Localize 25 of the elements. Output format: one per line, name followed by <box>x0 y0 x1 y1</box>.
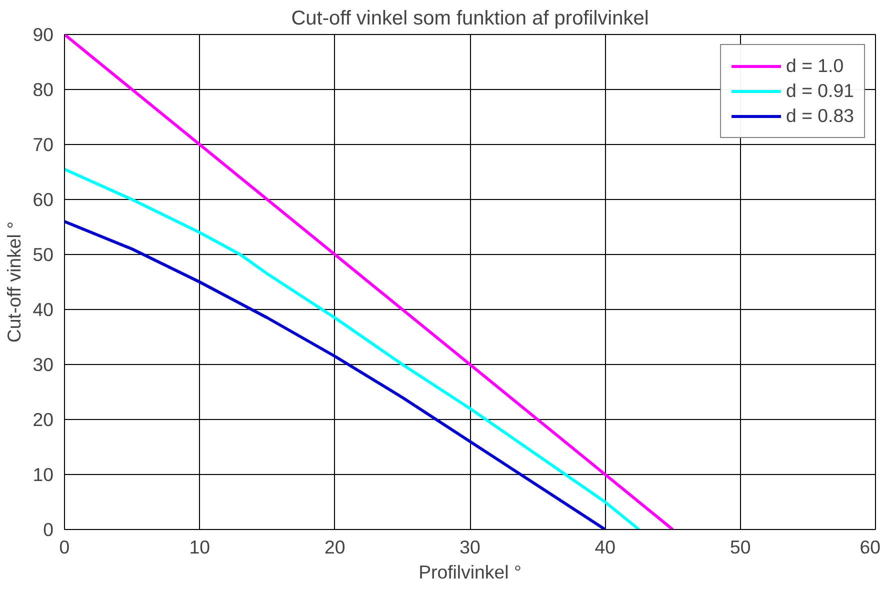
legend-label: d = 0.91 <box>786 80 854 102</box>
x-tick-label: 10 <box>189 536 210 558</box>
x-tick-label: 20 <box>324 536 346 558</box>
legend-label: d = 0.83 <box>786 105 854 127</box>
y-tick-label: 0 <box>43 519 54 540</box>
x-tick-label: 0 <box>59 536 70 558</box>
line-series <box>64 168 640 530</box>
line-series <box>64 220 607 530</box>
x-axis-title: Profilvinkel ° <box>418 562 522 582</box>
y-tick-label: 60 <box>32 189 54 210</box>
y-tick-label: 40 <box>32 299 54 320</box>
y-tick-label: 90 <box>32 24 54 45</box>
y-tick-label: 80 <box>32 79 54 100</box>
x-tick-label: 50 <box>730 536 751 558</box>
y-tick-label: 70 <box>32 134 54 155</box>
x-tick-label: 40 <box>594 536 616 558</box>
y-tick-label: 20 <box>32 409 54 430</box>
y-tick-label: 10 <box>32 464 54 485</box>
chart-title: Cut-off vinkel som funktion af profilvinkel <box>291 8 649 30</box>
x-tick-label: 60 <box>860 536 881 558</box>
legend-label: d = 1.0 <box>786 55 844 77</box>
y-axis-title: Cut-off vinkel ° <box>4 221 25 343</box>
y-tick-label: 50 <box>32 244 54 265</box>
x-tick-label: 30 <box>460 536 480 558</box>
y-tick-label: 30 <box>32 354 54 375</box>
